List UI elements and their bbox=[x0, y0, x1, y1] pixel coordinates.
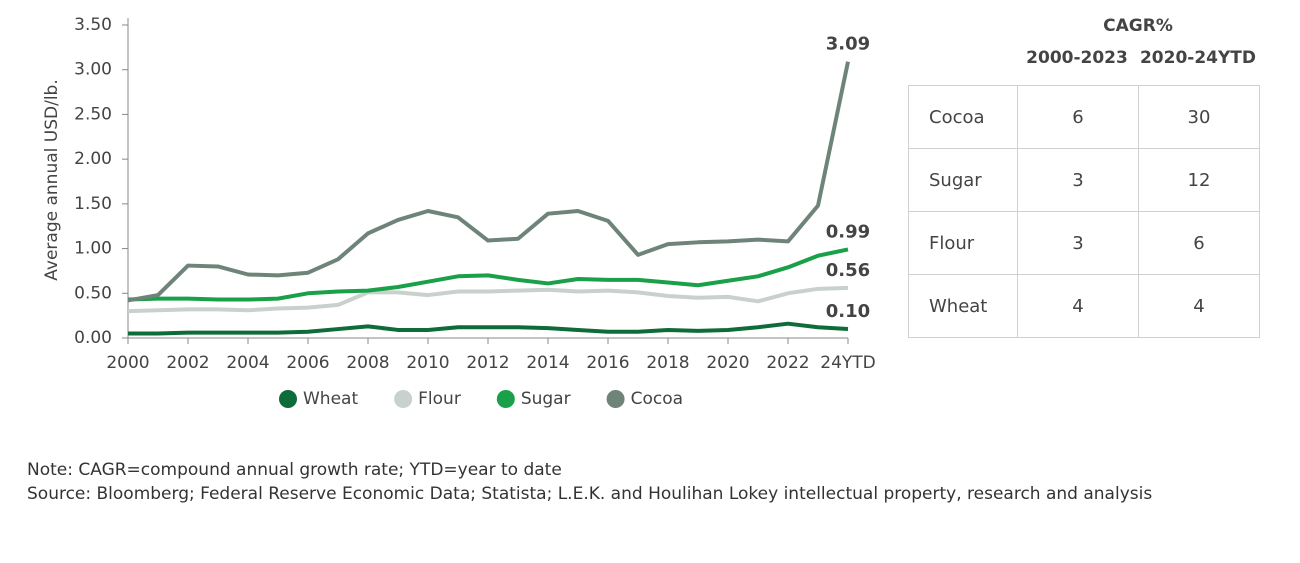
table-row: Flour 3 6 bbox=[908, 211, 1260, 275]
y-tick-label: 1.50 bbox=[74, 194, 112, 214]
x-tick-label: 2022 bbox=[766, 353, 809, 373]
x-tick-label: 2004 bbox=[226, 353, 269, 373]
table-cell: 30 bbox=[1138, 85, 1260, 149]
table-cell: Wheat bbox=[908, 274, 1018, 338]
legend-label: Sugar bbox=[521, 389, 571, 409]
table-cell: 6 bbox=[1017, 85, 1139, 149]
x-tick-label: 2020 bbox=[706, 353, 749, 373]
data-label: 0.99 bbox=[826, 221, 870, 242]
series-line bbox=[127, 61, 850, 303]
table-cell: 3 bbox=[1017, 148, 1139, 212]
x-tick-label: 2008 bbox=[346, 353, 389, 373]
y-tick-label: 2.50 bbox=[74, 104, 112, 124]
source: Source: Bloomberg; Federal Reserve Econo… bbox=[27, 484, 1153, 504]
table-cell: Flour bbox=[908, 211, 1018, 275]
table-cell: 4 bbox=[1017, 274, 1139, 338]
x-tick-label: 2006 bbox=[286, 353, 329, 373]
table-title: CAGR% bbox=[1103, 16, 1173, 36]
table-row: Sugar 3 12 bbox=[908, 148, 1260, 212]
table-cell: Sugar bbox=[908, 148, 1018, 212]
table-cell: 6 bbox=[1138, 211, 1260, 275]
table-cell: 12 bbox=[1138, 148, 1260, 212]
x-tick-label: 2016 bbox=[586, 353, 629, 373]
x-tick-label: 2000 bbox=[106, 353, 149, 373]
y-tick-label: 1.00 bbox=[74, 239, 112, 259]
y-tick-label: 3.50 bbox=[74, 15, 112, 35]
legend-marker bbox=[279, 390, 297, 408]
y-tick-label: 0.50 bbox=[74, 283, 112, 303]
data-label: 0.56 bbox=[826, 260, 870, 281]
legend-marker bbox=[606, 390, 625, 408]
series-line bbox=[127, 247, 849, 302]
legend-marker bbox=[496, 390, 515, 408]
series-line bbox=[128, 321, 849, 336]
y-tick-label: 0.00 bbox=[74, 328, 112, 348]
legend-label: Wheat bbox=[303, 389, 358, 409]
data-label: 0.10 bbox=[826, 301, 870, 322]
x-tick-label: 2010 bbox=[406, 353, 449, 373]
y-tick-label: 3.00 bbox=[74, 60, 112, 80]
cagr-table: Cocoa 6 30 Sugar 3 12 Flour 3 6 Wheat 4 4 bbox=[908, 85, 1260, 338]
table-column-header: 2000-2023 bbox=[1026, 48, 1128, 68]
table-cell: 3 bbox=[1017, 211, 1139, 275]
table-column-header: 2020-24YTD bbox=[1140, 48, 1256, 68]
table-row: Cocoa 6 30 bbox=[908, 85, 1260, 149]
table-cell: Cocoa bbox=[908, 85, 1018, 149]
chart: Average annual USD/lb. CAGR% 2000-2023 2… bbox=[42, 15, 1256, 409]
x-tick-label: 2012 bbox=[466, 353, 509, 373]
legend-label: Flour bbox=[418, 389, 461, 409]
table-cell: 4 bbox=[1138, 274, 1260, 338]
x-tick-label: 2002 bbox=[166, 353, 209, 373]
legend-label: Cocoa bbox=[631, 389, 683, 409]
series-line bbox=[127, 285, 849, 314]
x-tick-label: 24YTD bbox=[820, 353, 876, 373]
y-axis-label: Average annual USD/lb. bbox=[42, 79, 62, 280]
y-tick-label: 2.00 bbox=[74, 149, 112, 169]
legend-marker bbox=[394, 390, 413, 408]
table-row: Wheat 4 4 bbox=[908, 274, 1260, 338]
data-label: 3.09 bbox=[826, 34, 870, 55]
note: Note: CAGR=compound annual growth rate; … bbox=[27, 460, 562, 480]
x-tick-label: 2014 bbox=[526, 353, 569, 373]
x-tick-label: 2018 bbox=[646, 353, 689, 373]
